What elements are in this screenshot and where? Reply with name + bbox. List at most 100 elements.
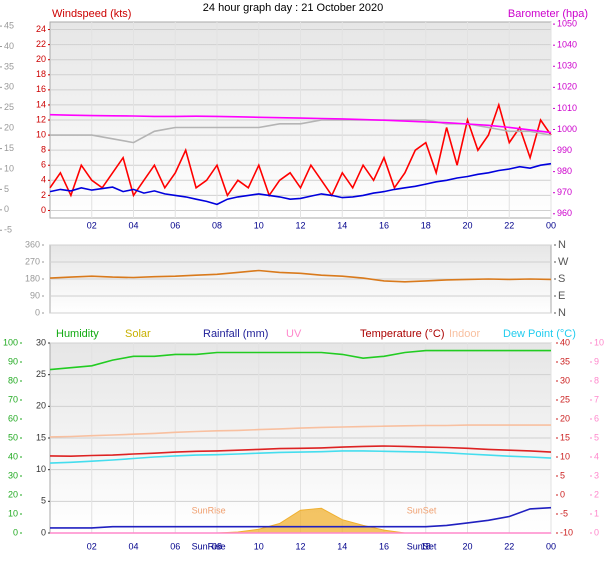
y-tick-label: 30	[36, 337, 46, 347]
x-tick-label: 02	[87, 541, 97, 551]
y3-tick-label: 30	[4, 82, 14, 92]
y2-tick-label: N	[558, 307, 566, 319]
y2-tick-label: 1030	[557, 61, 577, 71]
y3-tick-label: 35	[4, 61, 14, 71]
x-tick-label: 10	[254, 541, 264, 551]
x-tick-label: 18	[421, 541, 431, 551]
y-tick-label: 0	[41, 527, 46, 537]
series-line	[50, 506, 552, 529]
x-tick-label: 08	[212, 220, 222, 230]
x-tick-label: 10	[254, 220, 264, 230]
x-tick-label: 16	[379, 541, 389, 551]
y3-tick-label: 20	[8, 489, 18, 499]
legend-entry: Indoor	[449, 328, 481, 340]
y3-tick-label: 20	[4, 123, 14, 133]
y2-tick-label: 40	[560, 337, 570, 347]
y2-tick-label: 35	[560, 356, 570, 366]
y-tick-label: 16	[36, 84, 46, 94]
y-tick-label: 4	[41, 175, 46, 185]
y-tick-label: 12	[36, 114, 46, 124]
y3-tick-label: 10	[8, 508, 18, 518]
y3-tick-label: 0	[13, 527, 18, 537]
x-tick-label: 06	[170, 220, 180, 230]
y-tick-label: 8	[41, 145, 46, 155]
series-line	[49, 269, 552, 283]
legend-entry: Dew Point (°C)	[503, 328, 576, 340]
y3-tick-label: 50	[8, 432, 18, 442]
y3-tick-label: -5	[4, 225, 12, 235]
y3-tick-label: 90	[8, 356, 18, 366]
y-tick-label: 0	[35, 307, 40, 317]
x-tick-label: 18	[421, 220, 431, 230]
y4-tick-label: 3	[594, 470, 599, 480]
series-line	[49, 102, 552, 198]
legend-entry: Rainfall (mm)	[203, 328, 268, 340]
y3-tick-label: 5	[4, 184, 9, 194]
y3-tick-label: 0	[4, 204, 9, 214]
y3-tick-label: 40	[8, 451, 18, 461]
y-tick-label: 0	[41, 205, 46, 215]
series-line	[49, 162, 552, 206]
y-tick-label: 10	[36, 129, 46, 139]
x-tick-label: 22	[504, 541, 514, 551]
y2-tick-label: 5	[560, 470, 565, 480]
y2-tick-label: 25	[560, 394, 570, 404]
y2-tick-label: S	[558, 273, 565, 285]
y2-tick-label: E	[558, 290, 565, 302]
event-axis-label: SunRise	[192, 541, 226, 551]
legend-entry: Temperature (°C)	[360, 328, 444, 340]
y-tick-label: 25	[36, 369, 46, 379]
y3-tick-label: 100	[3, 337, 18, 347]
y2-tick-label: 960	[557, 208, 572, 218]
y2-tick-label: 20	[560, 413, 570, 423]
y4-tick-label: 1	[594, 508, 599, 518]
y4-tick-label: 5	[594, 432, 599, 442]
y-tick-label: 270	[25, 256, 40, 266]
y-tick-label: 18	[36, 69, 46, 79]
x-tick-label: 14	[337, 541, 347, 551]
series-line	[49, 349, 551, 371]
series-line	[49, 113, 552, 134]
series-line	[49, 445, 552, 458]
y2-tick-label: W	[558, 256, 569, 268]
x-tick-label: 02	[87, 220, 97, 230]
y-tick-label: 20	[36, 401, 46, 411]
y-tick-label: 20	[36, 54, 46, 64]
y2-tick-label: -10	[560, 527, 573, 537]
y3-tick-label: 10	[4, 163, 14, 173]
legend-entry: Solar	[125, 328, 151, 340]
y3-tick-label: 15	[4, 143, 14, 153]
y4-tick-label: 0	[594, 527, 599, 537]
y-tick-label: 6	[41, 160, 46, 170]
event-label: SunSet	[407, 505, 437, 515]
y2-tick-label: 1040	[557, 40, 577, 50]
x-tick-label: 22	[504, 220, 514, 230]
y4-tick-label: 8	[594, 375, 599, 385]
y2-tick-label: 980	[557, 166, 572, 176]
event-label: SunRise	[192, 505, 226, 515]
y4-tick-label: 7	[594, 394, 599, 404]
legend-entry: Humidity	[56, 328, 99, 340]
y4-tick-label: 2	[594, 489, 599, 499]
y2-tick-label: 990	[557, 145, 572, 155]
y2-tick-label: 0	[560, 489, 565, 499]
x-tick-label: 12	[295, 220, 305, 230]
y-tick-label: 180	[25, 273, 40, 283]
y4-tick-label: 6	[594, 413, 599, 423]
y-tick-label: 22	[36, 39, 46, 49]
y-tick-label: 2	[41, 190, 46, 200]
legend-entry: UV	[286, 328, 302, 340]
y4-tick-label: 9	[594, 356, 599, 366]
y2-tick-label: 1000	[557, 124, 577, 134]
y2-tick-label: 1050	[557, 18, 577, 28]
x-tick-label: 14	[337, 220, 347, 230]
event-axis-label: SunSet	[407, 541, 437, 551]
y2-tick-label: 1010	[557, 103, 577, 113]
y-tick-label: 15	[36, 432, 46, 442]
y2-tick-label: -5	[560, 508, 568, 518]
y4-tick-label: 10	[594, 337, 604, 347]
legend-entry: Barometer (hpa)	[508, 8, 588, 20]
x-tick-label: 20	[462, 220, 472, 230]
series-line	[49, 424, 551, 438]
